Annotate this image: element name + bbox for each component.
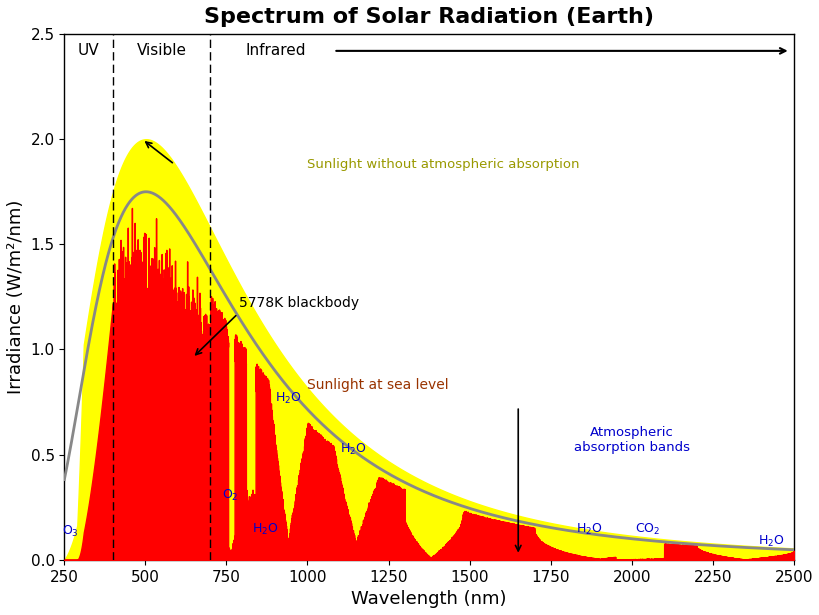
Title: Spectrum of Solar Radiation (Earth): Spectrum of Solar Radiation (Earth) (204, 7, 654, 27)
Y-axis label: Irradiance (W/m²/nm): Irradiance (W/m²/nm) (7, 200, 25, 394)
X-axis label: Wavelength (nm): Wavelength (nm) (351, 590, 506, 608)
Text: H$_2$O: H$_2$O (274, 391, 301, 407)
Text: H$_2$O: H$_2$O (339, 442, 366, 457)
Text: Atmospheric
absorption bands: Atmospheric absorption bands (573, 426, 689, 454)
Text: UV: UV (78, 44, 99, 58)
Text: Infrared: Infrared (246, 44, 306, 58)
Text: Sunlight at sea level: Sunlight at sea level (307, 378, 449, 392)
Text: O$_3$: O$_3$ (61, 523, 79, 539)
Text: H$_2$O: H$_2$O (576, 522, 602, 537)
Text: Visible: Visible (137, 44, 187, 58)
Text: 5778K blackbody: 5778K blackbody (239, 296, 359, 310)
Text: CO$_2$: CO$_2$ (635, 522, 660, 537)
Text: H$_2$O: H$_2$O (757, 534, 784, 549)
Text: Sunlight without atmospheric absorption: Sunlight without atmospheric absorption (307, 158, 579, 171)
Text: O$_2$: O$_2$ (222, 488, 238, 503)
Text: H$_2$O: H$_2$O (251, 522, 278, 537)
